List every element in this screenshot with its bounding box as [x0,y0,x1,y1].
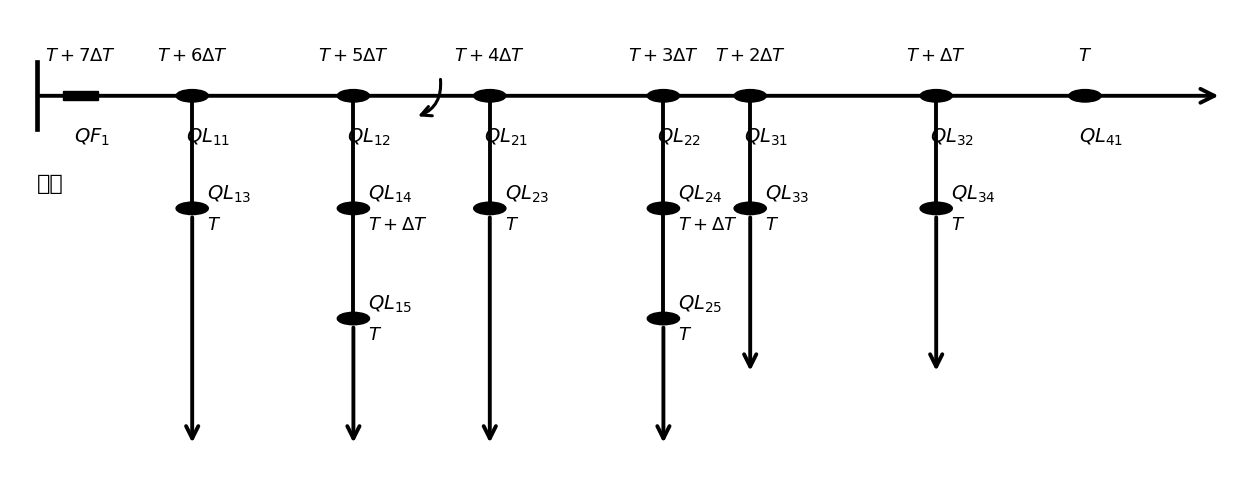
Text: $T+6\Delta T$: $T+6\Delta T$ [156,46,228,65]
Text: $QF_1$: $QF_1$ [74,127,110,148]
Text: $QL_{41}$: $QL_{41}$ [1079,127,1123,148]
Text: $QL_{15}$: $QL_{15}$ [368,294,413,315]
Bar [63,91,98,101]
Text: $QL_{11}$: $QL_{11}$ [186,127,231,148]
Circle shape [337,312,370,325]
Circle shape [176,202,208,215]
Text: $QL_{23}$: $QL_{23}$ [505,183,549,205]
Circle shape [647,90,680,102]
Text: $T+\Delta T$: $T+\Delta T$ [678,216,738,234]
Text: $QL_{31}$: $QL_{31}$ [744,127,789,148]
Text: $QL_{34}$: $QL_{34}$ [951,183,996,205]
Circle shape [734,202,766,215]
Circle shape [920,202,952,215]
Text: $T$: $T$ [765,216,779,234]
Text: $T+\Delta T$: $T+\Delta T$ [368,216,428,234]
Text: $T$: $T$ [368,326,382,344]
Text: $QL_{14}$: $QL_{14}$ [368,183,413,205]
Text: $QL_{33}$: $QL_{33}$ [765,183,810,205]
Text: $T$: $T$ [951,216,965,234]
Text: $T$: $T$ [505,216,518,234]
Text: $T$: $T$ [678,326,692,344]
Circle shape [474,90,506,102]
Text: $QL_{25}$: $QL_{25}$ [678,294,723,315]
Text: $T$: $T$ [1078,46,1092,65]
Circle shape [176,90,208,102]
Circle shape [734,90,766,102]
Text: $T+7\Delta T$: $T+7\Delta T$ [45,46,117,65]
Circle shape [920,90,952,102]
Text: $QL_{13}$: $QL_{13}$ [207,183,252,205]
Circle shape [647,312,680,325]
Text: $QL_{32}$: $QL_{32}$ [930,127,975,148]
Text: $T+\Delta T$: $T+\Delta T$ [906,46,966,65]
Circle shape [337,202,370,215]
Circle shape [1069,90,1101,102]
Text: $QL_{22}$: $QL_{22}$ [657,127,702,148]
Circle shape [337,90,370,102]
Text: $T+5\Delta T$: $T+5\Delta T$ [317,46,389,65]
Text: $QL_{24}$: $QL_{24}$ [678,183,723,205]
Circle shape [474,202,506,215]
Text: $QL_{21}$: $QL_{21}$ [484,127,528,148]
Circle shape [647,202,680,215]
Text: $QL_{12}$: $QL_{12}$ [347,127,392,148]
Text: $T$: $T$ [207,216,221,234]
Text: 电源: 电源 [37,174,64,194]
Text: $T+4\Delta T$: $T+4\Delta T$ [454,46,526,65]
Text: $T+3\Delta T$: $T+3\Delta T$ [627,46,699,65]
Text: $T+2\Delta T$: $T+2\Delta T$ [714,46,786,65]
